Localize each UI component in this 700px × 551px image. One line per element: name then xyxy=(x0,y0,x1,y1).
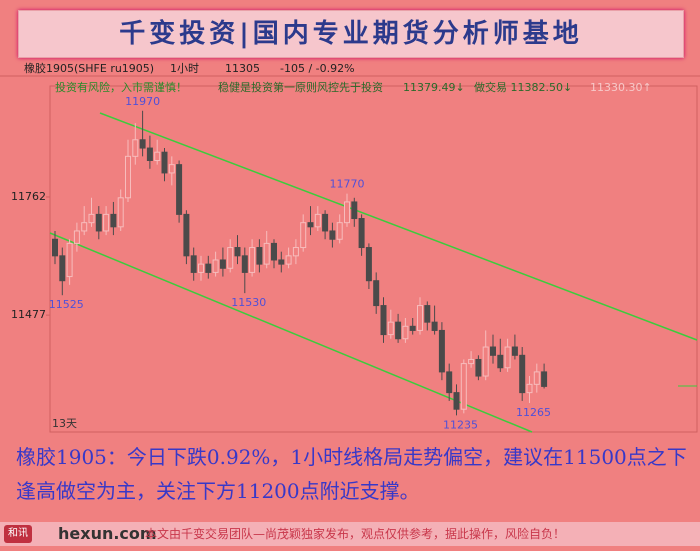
chart: 橡胶1905(SHFE ru1905) 1小时 11305 -105 / -0.… xyxy=(0,61,700,433)
candle-body xyxy=(395,321,402,340)
notice: 投资有风险，入市需谨慎！ xyxy=(55,80,187,94)
candle-body xyxy=(380,305,387,336)
y-tick-label: 11762 xyxy=(11,190,46,203)
annotation: 11970 xyxy=(125,95,160,108)
candle-body xyxy=(453,392,460,410)
annotation: 11770 xyxy=(330,178,365,191)
candle-body xyxy=(73,230,80,244)
banner-title: 千变投资|国内专业期货分析师基地 xyxy=(18,10,684,58)
period: 1小时 xyxy=(170,62,199,75)
candle-body xyxy=(154,151,161,161)
candle-body xyxy=(212,259,219,273)
candle-body xyxy=(146,147,153,161)
candle-body xyxy=(431,321,438,331)
candle-body xyxy=(81,222,88,232)
indicator: 做交易 11382.50↓ xyxy=(474,80,572,94)
candle-body xyxy=(358,218,365,249)
candle-body xyxy=(219,259,226,269)
candle-body xyxy=(300,222,307,249)
candle-body xyxy=(292,247,299,257)
candle-body xyxy=(249,247,256,273)
candle-body xyxy=(88,213,95,224)
candle-body xyxy=(132,139,139,157)
candle-body xyxy=(373,280,380,307)
candle-body xyxy=(417,305,423,331)
annotation: 11525 xyxy=(49,298,84,311)
candle-body xyxy=(533,371,540,385)
candle-body xyxy=(307,222,314,228)
candle-body xyxy=(468,358,475,365)
disclaimer: 本文由千变交易团队—尚茂颖独家发布，观点仅供参考，据此操作，风险自负！ xyxy=(145,527,566,541)
candle-body xyxy=(424,305,431,323)
candle-body xyxy=(519,354,526,394)
candle-body xyxy=(504,346,511,369)
candle-body xyxy=(198,263,204,273)
logo: 和讯 xyxy=(4,525,32,543)
candle-body xyxy=(285,255,292,265)
candle-body xyxy=(95,213,102,232)
y-tick-label: 11477 xyxy=(11,308,46,321)
candle-body xyxy=(511,346,518,356)
candle-body xyxy=(161,151,168,174)
indicator: 11379.49↓ xyxy=(403,81,465,94)
candle-body xyxy=(322,213,329,232)
candle-body xyxy=(125,155,131,199)
trend-line xyxy=(49,232,533,433)
trend-line xyxy=(99,112,698,341)
candle-body xyxy=(402,325,409,340)
candle-body xyxy=(103,213,110,232)
candle-body xyxy=(460,363,467,410)
annotation: 11235 xyxy=(443,418,478,431)
candle-body xyxy=(344,201,350,224)
motto: 稳健是投资第一原则风控先于投资 xyxy=(218,80,383,94)
candle-body xyxy=(409,325,416,331)
candle-body xyxy=(110,213,117,228)
candle-body xyxy=(205,263,212,273)
candle-body xyxy=(234,247,241,257)
candle-body xyxy=(278,259,285,265)
x-label: 13天 xyxy=(52,417,77,430)
candle-body xyxy=(336,222,343,240)
candle-body xyxy=(475,358,482,377)
candle-body xyxy=(176,164,183,215)
candle-body xyxy=(168,164,175,174)
change: -105 / -0.92% xyxy=(280,62,355,75)
candle-body xyxy=(256,247,263,265)
candle-body xyxy=(183,213,190,257)
candle-body xyxy=(263,242,270,265)
candle-body xyxy=(329,230,336,240)
candle-body xyxy=(227,247,234,269)
annotation: 11530 xyxy=(231,296,266,309)
candle-body xyxy=(541,371,548,387)
candle-body xyxy=(490,346,496,356)
candle-body xyxy=(351,201,358,220)
footer: 和讯 hexun.com 本文由千变交易团队—尚茂颖独家发布，观点仅供参考，据此… xyxy=(0,522,700,546)
candle-body xyxy=(446,371,453,394)
candle-body xyxy=(497,354,504,369)
last-price: 11305 xyxy=(225,62,260,75)
commentary: 橡胶1905：今日下跌0.92%，1小时线格局走势偏空，建议在11500点之下逢… xyxy=(16,445,687,503)
candle-body xyxy=(438,329,445,373)
candle-body xyxy=(482,346,489,377)
candle-body xyxy=(314,213,321,228)
candle-body xyxy=(59,255,66,282)
indicator: 11330.30↑ xyxy=(590,81,652,94)
candle-body xyxy=(139,139,146,149)
candle-body xyxy=(190,255,197,273)
plot-frame xyxy=(49,85,698,433)
candle-body xyxy=(241,255,248,273)
candle-body xyxy=(387,321,394,336)
watermark: hexun.com xyxy=(58,524,157,543)
symbol: 橡胶1905(SHFE ru1905) xyxy=(24,61,154,75)
candle-body xyxy=(365,247,372,282)
candle-body xyxy=(66,242,73,278)
candle-body xyxy=(526,383,533,394)
candle-body xyxy=(271,242,277,261)
annotation: 11265 xyxy=(516,406,551,419)
candle-body xyxy=(52,238,58,257)
candle-body xyxy=(117,197,124,228)
